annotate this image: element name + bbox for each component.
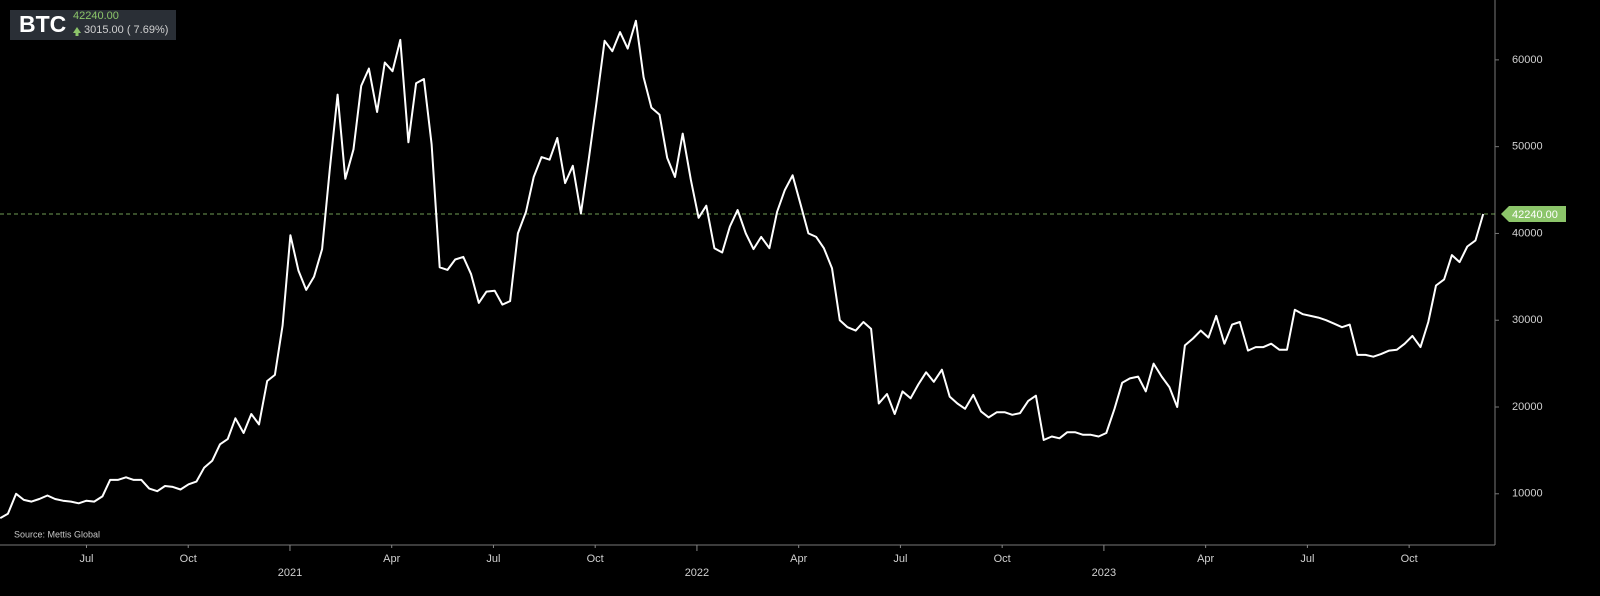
ticker: BTC	[19, 11, 66, 37]
x-tick-label: Jul	[1300, 553, 1314, 565]
x-tick-label: Apr	[383, 553, 400, 565]
y-tick-label: 60000	[1512, 54, 1543, 66]
y-tick-label: 50000	[1512, 141, 1543, 153]
x-tick-label: Oct	[1401, 553, 1418, 565]
up-arrow-stem	[75, 32, 79, 36]
source: Source: Mettis Global	[14, 529, 100, 539]
price-line	[0, 19, 1485, 519]
x-tick-label: Oct	[180, 553, 197, 565]
x-tick-label: Jul	[893, 553, 907, 565]
x-tick-label: Jul	[79, 553, 93, 565]
price-label-box	[1501, 206, 1566, 223]
change: 3015.00 ( 7.69%)	[84, 24, 168, 36]
up-arrow	[73, 27, 81, 33]
price: 42240.00	[73, 10, 119, 22]
x-tick-label: Jul	[486, 553, 500, 565]
x-tick-label: 2021	[278, 567, 302, 579]
y-tick-label: 10000	[1512, 488, 1543, 500]
y-tick-label: 20000	[1512, 401, 1543, 413]
y-tick-label: 30000	[1512, 314, 1543, 326]
x-tick-label: 2022	[685, 567, 709, 579]
y-tick-label: 40000	[1512, 227, 1543, 239]
x-tick-label: Apr	[790, 553, 807, 565]
ticker-badge	[10, 10, 176, 40]
x-tick-label: Oct	[994, 553, 1011, 565]
x-tick-label: 2023	[1092, 567, 1116, 579]
x-tick-label: Apr	[1197, 553, 1214, 565]
price-label: 42240.00	[1512, 209, 1558, 221]
x-tick-label: Oct	[587, 553, 604, 565]
